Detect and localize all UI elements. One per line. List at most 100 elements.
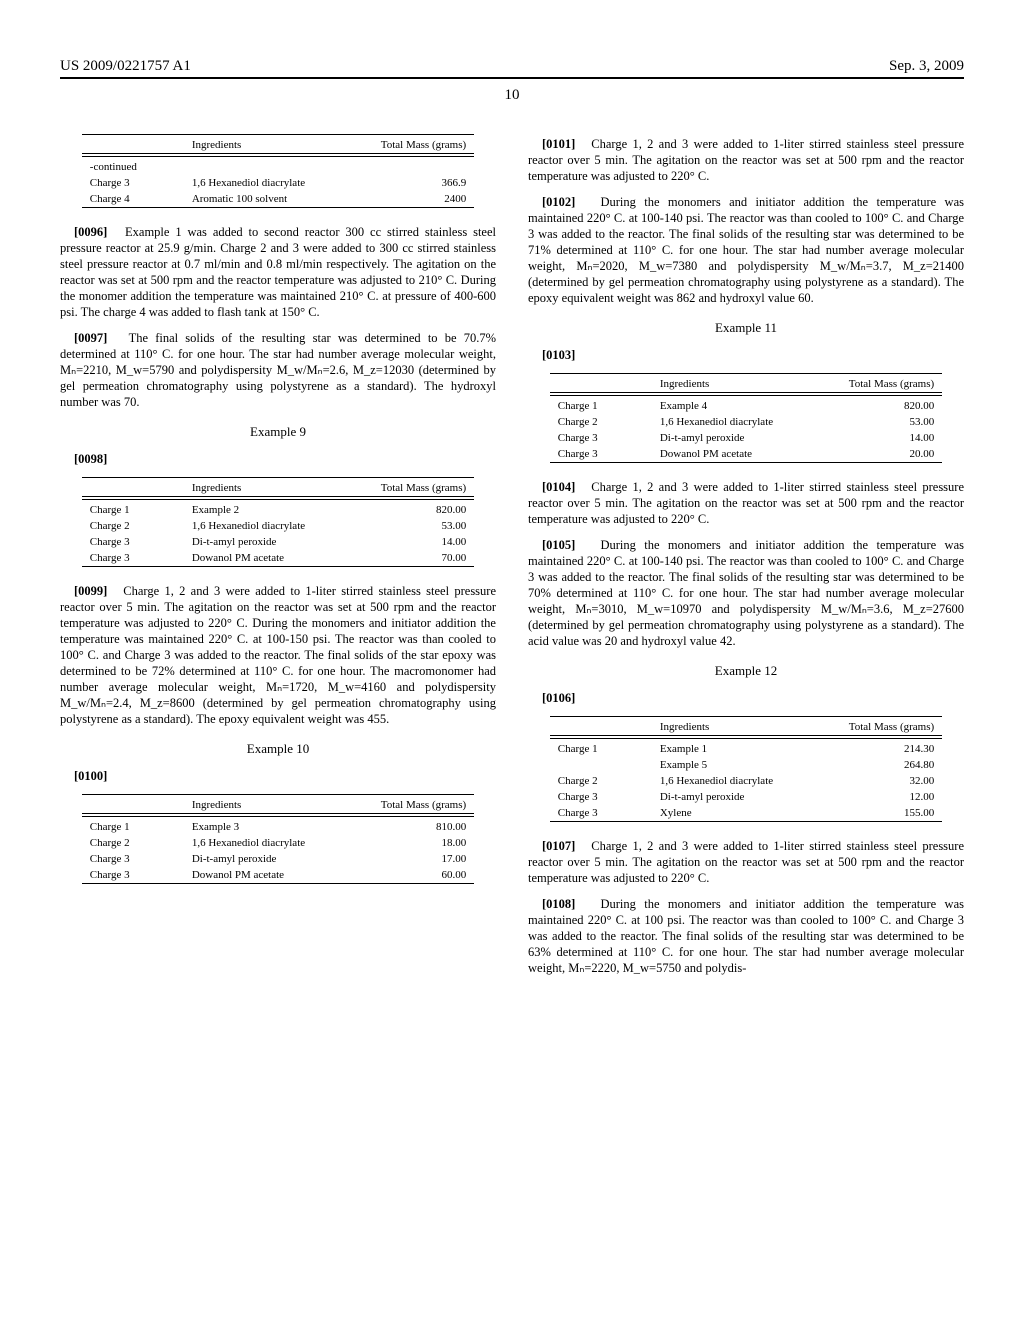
- page-header: US 2009/0221757 A1 Sep. 3, 2009: [60, 58, 964, 75]
- cell-ingredient: Dowanol PM acetate: [652, 446, 825, 463]
- col-header-mass: Total Mass (grams): [356, 480, 474, 497]
- paragraph-0099: [0099] Charge 1, 2 and 3 were added to 1…: [60, 583, 496, 727]
- cell-label: Charge 1: [82, 819, 184, 835]
- paragraph-0100: [0100]: [60, 768, 496, 784]
- table-row: Example 5264.80: [550, 757, 942, 773]
- cell-label: Charge 3: [550, 430, 652, 446]
- para-text: During the monomers and initiator additi…: [528, 195, 964, 305]
- para-num: [0102]: [542, 195, 575, 209]
- para-text: During the monomers and initiator additi…: [528, 897, 964, 975]
- paragraph-0102: [0102] During the monomers and initiator…: [528, 194, 964, 306]
- example-9-table-body: Charge 1Example 2820.00Charge 21,6 Hexan…: [82, 502, 474, 567]
- paragraph-0108: [0108] During the monomers and initiator…: [528, 896, 964, 976]
- para-text: Example 1 was added to second reactor 30…: [60, 225, 496, 319]
- cell-mass: 17.00: [356, 851, 474, 867]
- table-row: Charge 31,6 Hexanediol diacrylate366.9: [82, 175, 474, 191]
- table-row: Charge 21,6 Hexanediol diacrylate18.00: [82, 835, 474, 851]
- cell-label: Charge 2: [82, 835, 184, 851]
- cell-mass: 70.00: [356, 550, 474, 567]
- col-header-ingredients: Ingredients: [184, 137, 357, 154]
- table-row: Charge 3Dowanol PM acetate60.00: [82, 867, 474, 884]
- col-header-blank: [550, 376, 652, 393]
- para-text: During the monomers and initiator additi…: [528, 538, 964, 648]
- paragraph-0097: [0097] The final solids of the resulting…: [60, 330, 496, 410]
- table-row: Charge 1Example 3810.00: [82, 819, 474, 835]
- para-num: [0098]: [74, 452, 107, 466]
- col-header-blank: [82, 797, 184, 814]
- cell-mass: 53.00: [356, 518, 474, 534]
- cell-mass: 60.00: [356, 867, 474, 884]
- cell-ingredient: Di-t-amyl peroxide: [184, 534, 357, 550]
- para-num: [0099]: [74, 584, 107, 598]
- publication-number: US 2009/0221757 A1: [60, 58, 191, 75]
- paragraph-0106: [0106]: [528, 690, 964, 706]
- example-11-heading: Example 11: [528, 320, 964, 337]
- cell-mass: 366.9: [356, 175, 474, 191]
- example-10-heading: Example 10: [60, 741, 496, 758]
- cell-mass: 53.00: [824, 414, 942, 430]
- para-text: The final solids of the resulting star w…: [60, 331, 496, 409]
- cell-label: Charge 3: [550, 805, 652, 822]
- cell-label: Charge 1: [550, 741, 652, 757]
- para-num: [0096]: [74, 225, 107, 239]
- paragraph-0107: [0107] Charge 1, 2 and 3 were added to 1…: [528, 838, 964, 886]
- cell-label: Charge 2: [82, 518, 184, 534]
- cell-ingredient: 1,6 Hexanediol diacrylate: [184, 518, 357, 534]
- para-num: [0104]: [542, 480, 575, 494]
- cell-ingredient: Di-t-amyl peroxide: [184, 851, 357, 867]
- cell-label: Charge 4: [82, 191, 184, 208]
- cell-ingredient: Di-t-amyl peroxide: [652, 430, 825, 446]
- cell-label: Charge 1: [550, 398, 652, 414]
- table-row: Charge 3Di-t-amyl peroxide14.00: [550, 430, 942, 446]
- cell-ingredient: 1,6 Hexanediol diacrylate: [652, 773, 825, 789]
- para-num: [0101]: [542, 137, 575, 151]
- para-num: [0108]: [542, 897, 575, 911]
- table-row: Charge 3Di-t-amyl peroxide17.00: [82, 851, 474, 867]
- cell-label: Charge 3: [82, 867, 184, 884]
- cell-label: Charge 3: [82, 550, 184, 567]
- cell-ingredient: Dowanol PM acetate: [184, 550, 357, 567]
- cell-mass: 12.00: [824, 789, 942, 805]
- example-12-table: Ingredients Total Mass (grams) Charge 1E…: [550, 716, 942, 824]
- cell-label: Charge 1: [82, 502, 184, 518]
- col-header-blank: [550, 719, 652, 736]
- example-9-heading: Example 9: [60, 424, 496, 441]
- table-row: Charge 3Dowanol PM acetate20.00: [550, 446, 942, 463]
- publication-date: Sep. 3, 2009: [889, 58, 964, 75]
- cell-ingredient: Example 1: [652, 741, 825, 757]
- col-header-ingredients: Ingredients: [652, 719, 825, 736]
- example-10-table-body: Charge 1Example 3810.00Charge 21,6 Hexan…: [82, 819, 474, 884]
- paragraph-0103: [0103]: [528, 347, 964, 363]
- cell-mass: 32.00: [824, 773, 942, 789]
- cell-mass: 810.00: [356, 819, 474, 835]
- cell-mass: 264.80: [824, 757, 942, 773]
- table-row: Charge 1Example 2820.00: [82, 502, 474, 518]
- table-row: Charge 3Xylene155.00: [550, 805, 942, 822]
- para-text: Charge 1, 2 and 3 were added to 1-liter …: [528, 480, 964, 526]
- table-row: Charge 21,6 Hexanediol diacrylate32.00: [550, 773, 942, 789]
- page-number: 10: [60, 87, 964, 104]
- table-row: Charge 3Dowanol PM acetate70.00: [82, 550, 474, 567]
- example-11-table-body: Charge 1Example 4820.00Charge 21,6 Hexan…: [550, 398, 942, 463]
- example-12-table-body: Charge 1Example 1214.30Example 5264.80Ch…: [550, 741, 942, 822]
- example-12-heading: Example 12: [528, 663, 964, 680]
- example-11-table: Ingredients Total Mass (grams) Charge 1E…: [550, 373, 942, 465]
- table-row: Charge 3Di-t-amyl peroxide14.00: [82, 534, 474, 550]
- para-num: [0103]: [542, 348, 575, 362]
- para-num: [0097]: [74, 331, 107, 345]
- cell-mass: 2400: [356, 191, 474, 208]
- left-column: -continued Ingredients Total Mass (grams…: [60, 130, 496, 986]
- paragraph-0104: [0104] Charge 1, 2 and 3 were added to 1…: [528, 479, 964, 527]
- cell-label: [550, 757, 652, 773]
- col-header-mass: Total Mass (grams): [356, 797, 474, 814]
- para-num: [0106]: [542, 691, 575, 705]
- cell-mass: 155.00: [824, 805, 942, 822]
- cell-ingredient: Example 2: [184, 502, 357, 518]
- cell-ingredient: Example 4: [652, 398, 825, 414]
- cell-ingredient: 1,6 Hexanediol diacrylate: [652, 414, 825, 430]
- col-header-ingredients: Ingredients: [652, 376, 825, 393]
- cell-label: Charge 3: [82, 534, 184, 550]
- cell-ingredient: Aromatic 100 solvent: [184, 191, 357, 208]
- cell-label: Charge 2: [550, 773, 652, 789]
- col-header-mass: Total Mass (grams): [356, 137, 474, 154]
